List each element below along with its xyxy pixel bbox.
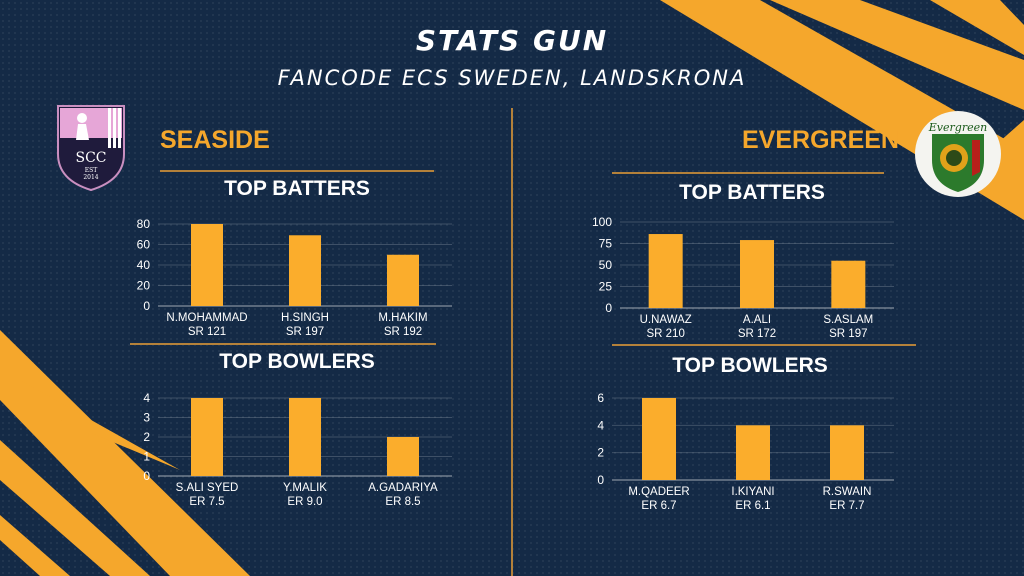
bar xyxy=(387,254,419,306)
x-sublabel: SR 210 xyxy=(646,328,684,340)
bar xyxy=(740,240,774,308)
x-category-label: M.QADEER xyxy=(628,486,689,498)
evergreen-logo: Evergreen xyxy=(915,111,1001,197)
evergreen-bowlers-chart: 0 2 4 6 M.QADEER ER 6.7 I.KIYANI ER 6.1 R.SWAIN E… xyxy=(597,391,894,512)
x-category-label: N.MOHAMMAD xyxy=(166,312,247,324)
bar xyxy=(289,235,321,306)
y-tick-label: 0 xyxy=(143,299,150,313)
seaside-bowlers-title: TOP BOWLERS xyxy=(219,350,375,373)
bar xyxy=(648,234,683,308)
bar xyxy=(642,398,676,480)
x-sublabel: SR 172 xyxy=(738,328,776,340)
y-tick-label: 6 xyxy=(597,391,604,405)
bar xyxy=(736,425,770,480)
x-sublabel: ER 8.5 xyxy=(385,496,420,508)
x-category-label: S.ASLAM xyxy=(823,314,873,326)
seaside-bowlers-chart: 0 1 2 3 4 S.ALI SYED ER 7.5 Y.MALIK ER 9.0 A.GADA… xyxy=(143,391,452,508)
seaside-logo-text: SCC xyxy=(75,150,106,166)
x-sublabel: ER 9.0 xyxy=(287,496,322,508)
y-tick-label: 0 xyxy=(597,473,604,487)
y-tick-label: 50 xyxy=(599,258,613,272)
y-tick-label: 100 xyxy=(592,215,612,229)
x-sublabel: SR 197 xyxy=(286,326,324,338)
seaside-batters-title: TOP BATTERS xyxy=(224,177,370,200)
team-name-seaside: SEASIDE xyxy=(160,126,270,154)
seaside-header-rule xyxy=(160,170,434,172)
x-sublabel: ER 6.7 xyxy=(641,500,676,512)
y-tick-label: 4 xyxy=(143,391,150,405)
y-tick-label: 75 xyxy=(599,237,613,251)
x-sublabel: SR 192 xyxy=(384,326,422,338)
x-category-label: M.HAKIM xyxy=(378,312,427,324)
y-tick-label: 20 xyxy=(137,279,151,293)
evergreen-batters-title: TOP BATTERS xyxy=(679,181,825,204)
x-category-label: A.ALI xyxy=(743,314,771,326)
bar xyxy=(191,398,223,476)
y-tick-label: 4 xyxy=(597,418,604,432)
seaside-logo: SCC EST 2014 xyxy=(57,105,125,192)
seaside-logo-est: EST xyxy=(85,167,98,174)
bar xyxy=(191,224,223,306)
page-subtitle: FANCODE ECS SWEDEN, LANDSKRONA xyxy=(277,66,747,90)
x-category-label: I.KIYANI xyxy=(731,486,774,498)
x-category-label: H.SINGH xyxy=(281,312,329,324)
y-tick-label: 0 xyxy=(605,301,612,315)
x-sublabel: SR 197 xyxy=(829,328,867,340)
y-tick-label: 2 xyxy=(597,446,604,460)
center-divider xyxy=(511,108,513,576)
evergreen-logo-text: Evergreen xyxy=(928,121,987,134)
y-tick-label: 1 xyxy=(143,450,150,464)
y-tick-label: 80 xyxy=(137,217,151,231)
x-sublabel: ER 7.7 xyxy=(829,500,864,512)
x-category-label: S.ALI SYED xyxy=(176,482,239,494)
bar xyxy=(387,437,419,476)
seaside-logo-year: 2014 xyxy=(83,174,98,181)
evergreen-batters-chart: 0 25 50 75 100 U.NAWAZ SR 210 A.ALI SR 172 S.ASLA… xyxy=(592,215,894,340)
evergreen-bowlers-title: TOP BOWLERS xyxy=(672,354,828,377)
y-tick-label: 25 xyxy=(599,280,613,294)
evergreen-header-rule xyxy=(612,172,884,174)
x-sublabel: SR 121 xyxy=(188,326,226,338)
evergreen-mid-rule xyxy=(612,344,916,346)
seaside-batters-chart: 0 20 40 60 80 N.MOHAMMAD SR 121 H.SINGH SR 197 M.… xyxy=(137,217,452,338)
bar xyxy=(830,425,864,480)
bar xyxy=(289,398,321,476)
bar xyxy=(831,260,866,308)
y-tick-label: 3 xyxy=(143,411,150,425)
x-sublabel: ER 6.1 xyxy=(735,500,770,512)
y-tick-label: 60 xyxy=(137,238,151,252)
y-tick-label: 40 xyxy=(137,258,151,272)
x-category-label: A.GADARIYA xyxy=(368,482,438,494)
x-category-label: Y.MALIK xyxy=(283,482,327,494)
x-sublabel: ER 7.5 xyxy=(189,496,224,508)
page-title: STATS GUN xyxy=(415,24,609,57)
team-name-evergreen: EVERGREEN xyxy=(742,126,899,154)
x-category-label: R.SWAIN xyxy=(823,486,872,498)
y-tick-label: 0 xyxy=(143,469,150,483)
seaside-mid-rule xyxy=(130,343,436,345)
x-category-label: U.NAWAZ xyxy=(640,314,692,326)
y-tick-label: 2 xyxy=(143,430,150,444)
